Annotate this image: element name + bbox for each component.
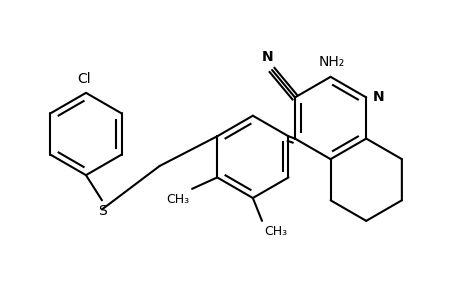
Text: N: N bbox=[372, 89, 384, 103]
Text: S: S bbox=[98, 204, 107, 218]
Text: Cl: Cl bbox=[77, 72, 90, 86]
Text: N: N bbox=[261, 50, 273, 64]
Text: CH₃: CH₃ bbox=[165, 193, 189, 206]
Text: NH₂: NH₂ bbox=[318, 55, 344, 69]
Text: CH₃: CH₃ bbox=[264, 224, 287, 238]
